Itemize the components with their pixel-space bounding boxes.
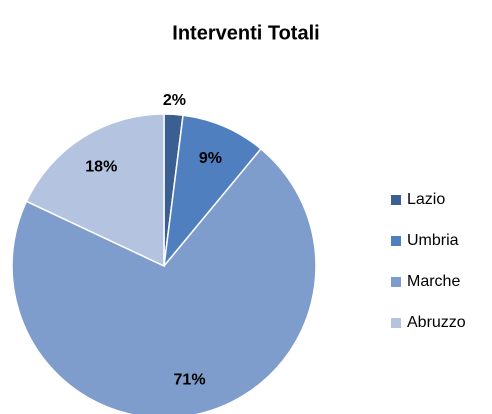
- legend-swatch: [391, 236, 401, 246]
- legend-swatch: [391, 277, 401, 287]
- legend-label: Marche: [407, 273, 460, 290]
- legend-swatch: [391, 318, 401, 328]
- legend-label: Abruzzo: [407, 314, 466, 331]
- pie-slice: [11, 147, 317, 414]
- pie-slice: [162, 114, 262, 269]
- data-label: 71%: [174, 371, 206, 388]
- legend-label: Lazio: [407, 191, 445, 208]
- legend-swatch: [391, 195, 401, 205]
- data-label: 9%: [199, 150, 222, 167]
- chart-title: Interventi Totali: [172, 22, 319, 44]
- legend-label: Umbria: [407, 232, 459, 249]
- data-label: 2%: [163, 92, 186, 109]
- data-label: 18%: [85, 158, 117, 175]
- pie-slice: [25, 113, 165, 268]
